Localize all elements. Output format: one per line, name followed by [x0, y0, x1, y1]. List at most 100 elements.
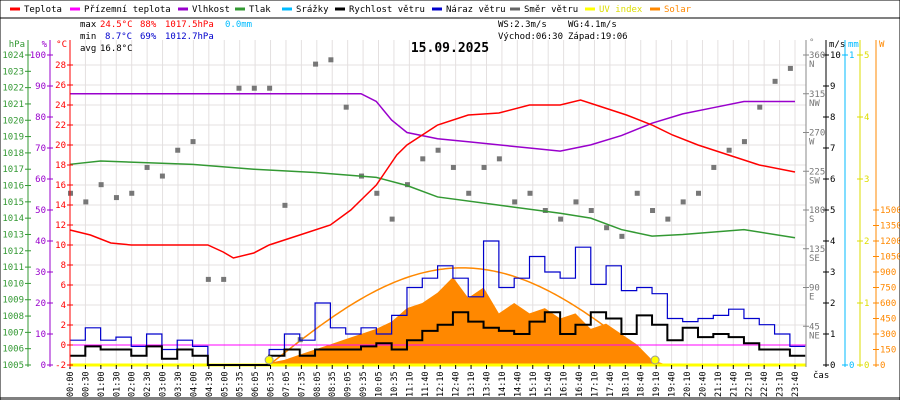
direction-compass-label: NE	[809, 331, 820, 341]
pressure-tick-label: 1013	[2, 230, 24, 240]
stat-rain: 0.0mm	[225, 20, 252, 30]
direction-tick-label: 315	[809, 90, 825, 100]
solar-tick-label: 450	[880, 315, 896, 325]
wind-direction-point	[190, 139, 196, 145]
wind-direction-point	[435, 147, 441, 153]
wind-direction-point	[466, 190, 472, 196]
x-tick-label: 07:35	[297, 371, 307, 397]
humidity-tick-label: 100	[30, 51, 46, 61]
wind-direction-point	[787, 65, 793, 71]
wind-speed-line	[70, 311, 806, 366]
pressure-tick-label: 1022	[2, 84, 24, 94]
wind-direction-point	[282, 202, 288, 208]
uv-tick-label: 0	[864, 361, 869, 371]
direction-compass-label: NW	[809, 99, 820, 109]
pressure-tick-label: 1016	[2, 182, 24, 192]
wind-tick-label: 1	[830, 330, 835, 340]
stat-min-label: min	[80, 32, 96, 42]
stat-min-press: 1012.7hPa	[165, 32, 214, 42]
humidity-tick-label: 40	[35, 237, 46, 247]
direction-unit-label: °	[809, 38, 814, 48]
stat-avg-temp: 16.8°C	[100, 44, 133, 54]
wind-unit-label: m/s	[829, 40, 845, 50]
wind-direction-point	[129, 190, 135, 196]
legend-label: Přízemní teplota	[84, 5, 171, 15]
wind-direction-point	[313, 61, 319, 67]
wind-direction-point	[665, 216, 671, 222]
wind-direction-point	[236, 85, 242, 91]
x-tick-label: 01:30	[112, 371, 122, 397]
direction-compass-label: SE	[809, 254, 820, 264]
humidity-tick-label: 50	[35, 206, 46, 216]
legend-label: Rychlost větru	[349, 5, 425, 15]
wind-direction-point	[481, 164, 487, 170]
x-tick-label: 13:40	[482, 371, 492, 397]
rain-unit-label: mm	[848, 40, 859, 50]
solar-tick-label: 1500	[880, 206, 900, 216]
temperature-tick-label: 26	[55, 81, 66, 91]
wind-direction-point	[711, 164, 717, 170]
pressure-tick-label: 1024	[2, 51, 24, 61]
wind-direction-point	[159, 173, 165, 179]
humidity-tick-label: 90	[35, 82, 46, 92]
x-tick-label: 02:30	[143, 371, 153, 397]
direction-compass-label: E	[809, 293, 814, 303]
solar-tick-label: 1200	[880, 237, 900, 247]
wind-direction-point	[404, 182, 410, 188]
wind-direction-point	[420, 156, 426, 162]
stat-max-temp: 24.5°C	[100, 20, 133, 30]
wind-direction-point	[650, 208, 656, 213]
wind-direction-point	[512, 199, 518, 205]
stat-min-temp: 8.7°C	[105, 32, 132, 42]
pressure-line	[69, 160, 796, 239]
temperature-unit-label: °C	[56, 40, 67, 50]
solar-tick-label: 1350	[880, 222, 900, 232]
stat-wind-gust: WG:4.1m/s	[568, 20, 617, 30]
x-tick-label: 03:00	[159, 371, 169, 397]
plot-area	[68, 57, 806, 367]
wind-tick-label: 2	[830, 299, 835, 309]
wind-direction-point	[328, 57, 334, 63]
sunrise-marker	[264, 355, 274, 365]
solar-tick-label: 1050	[880, 253, 900, 263]
wind-direction-point	[772, 78, 778, 84]
wind-direction-point	[113, 195, 119, 201]
pressure-tick-label: 1011	[2, 263, 24, 273]
wind-tick-label: 7	[830, 144, 835, 154]
legend-label: Směr větru	[524, 5, 578, 15]
x-axis-label: čas	[813, 370, 829, 381]
x-tick-label: 10:35	[390, 371, 400, 397]
wind-direction-point	[573, 199, 579, 205]
stat-avg-label: avg	[80, 44, 96, 54]
solar-tick-label: 900	[880, 268, 896, 278]
solar-area	[70, 277, 790, 365]
legend-label: Teplota	[24, 5, 62, 15]
rain-tick-label: 0	[849, 361, 854, 371]
x-tick-label: 15:10	[529, 371, 539, 397]
pressure-unit-label: hPa	[9, 40, 25, 50]
temperature-tick-label: 16	[55, 181, 66, 191]
legend-label: Solar	[664, 5, 692, 15]
x-tick-label: 22:10	[745, 371, 755, 397]
temperature-tick-label: 10	[55, 241, 66, 251]
x-tick-label: 11:40	[421, 371, 431, 397]
wind-direction-point	[98, 182, 104, 188]
solar-tick-label: 150	[880, 346, 896, 356]
direction-tick-label: 180	[809, 206, 825, 216]
wind-direction-point	[144, 164, 150, 170]
temperature-tick-label: 18	[55, 161, 66, 171]
x-tick-label: 14:40	[513, 371, 523, 397]
legend-label: Tlak	[249, 5, 271, 15]
pressure-tick-label: 1023	[2, 67, 24, 77]
direction-compass-label: SW	[809, 176, 820, 186]
wind-direction-point	[757, 104, 763, 110]
humidity-tick-label: 0	[41, 361, 46, 371]
legend-label: UV index	[599, 5, 643, 15]
wind-direction-point	[695, 190, 701, 196]
wind-direction-point	[588, 208, 594, 213]
wind-direction-point	[741, 139, 747, 145]
x-tick-label: 04:30	[205, 371, 215, 397]
humidity-line	[70, 93, 795, 152]
x-tick-label: 23:40	[791, 371, 801, 397]
